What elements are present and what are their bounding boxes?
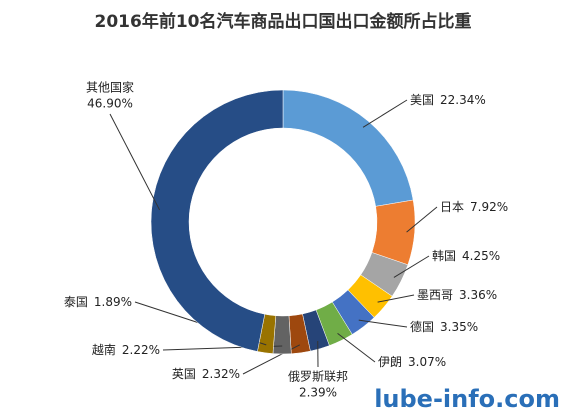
leader-line bbox=[109, 113, 161, 211]
slice-name: 韩国 bbox=[432, 248, 456, 263]
slice-label: 伊朗 3.07% bbox=[378, 355, 446, 369]
slice-value: 1.89% bbox=[94, 295, 132, 309]
leader-line bbox=[362, 99, 408, 128]
slice-label: 墨西哥 3.36% bbox=[417, 288, 497, 302]
slice-name: 伊朗 bbox=[378, 355, 402, 369]
slice-label: 泰国 1.89% bbox=[64, 295, 132, 309]
chart-title: 2016年前10名汽车商品出口国出口金额所占比重 bbox=[95, 11, 472, 32]
slice-label: 韩国 4.25% bbox=[432, 248, 500, 263]
slice-label: 德国 3.35% bbox=[410, 319, 478, 334]
slice-value: 3.07% bbox=[408, 355, 446, 369]
slice-name: 越南 bbox=[92, 342, 116, 357]
slice-value: 2.39% bbox=[299, 386, 337, 400]
slice-value: 3.35% bbox=[440, 320, 478, 334]
slice-name: 日本 bbox=[440, 200, 464, 214]
slice-name: 墨西哥 bbox=[417, 288, 453, 302]
leader-line bbox=[337, 332, 376, 363]
slice-label: 日本 7.92% bbox=[440, 200, 508, 214]
slice-name: 其他国家 bbox=[86, 80, 134, 95]
slice-name: 俄罗斯联邦 bbox=[288, 370, 348, 384]
leader-line bbox=[377, 294, 415, 303]
slice-value: 46.90% bbox=[87, 97, 133, 111]
slice-value: 2.22% bbox=[122, 343, 160, 357]
leader-line bbox=[358, 319, 408, 328]
watermark: lube-info.com bbox=[374, 385, 560, 413]
donut-slice bbox=[272, 315, 292, 355]
slice-label: 美国 22.34% bbox=[410, 93, 486, 107]
slice-value: 4.25% bbox=[462, 249, 500, 263]
slice-name: 德国 bbox=[410, 319, 434, 334]
slice-name: 泰国 bbox=[64, 295, 88, 309]
leader-line bbox=[393, 255, 430, 278]
slice-label: 英国 2.32% bbox=[172, 367, 240, 381]
leader-line bbox=[406, 206, 438, 233]
slice-value: 2.32% bbox=[202, 367, 240, 381]
donut-slice bbox=[150, 89, 284, 352]
slice-value: 7.92% bbox=[470, 200, 508, 214]
slice-name: 英国 bbox=[172, 367, 196, 381]
donut-slice bbox=[282, 89, 414, 207]
slice-label: 越南 2.22% bbox=[92, 342, 160, 357]
slice-value: 3.36% bbox=[459, 288, 497, 302]
slice-name: 美国 bbox=[410, 93, 434, 107]
slice-value: 22.34% bbox=[440, 93, 486, 107]
